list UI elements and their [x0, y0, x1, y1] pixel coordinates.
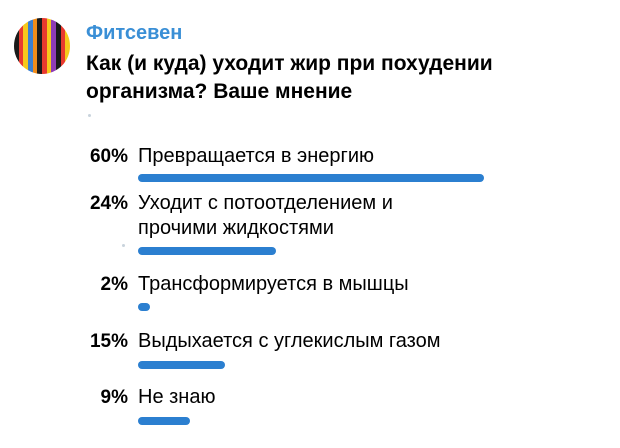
option-label: Превращается в энергию — [138, 145, 374, 167]
option-percent: 2% — [100, 274, 128, 295]
option-percent: 15% — [89, 331, 128, 352]
channel-avatar-icon[interactable] — [14, 18, 70, 74]
option-percent: 60% — [89, 146, 128, 167]
option-label: Выдыхается с углекислым газом — [138, 330, 441, 352]
option-result-bar — [138, 303, 150, 311]
option-result-bar — [138, 247, 276, 255]
poll-question: Как (и куда) уходит жир при похудении ор… — [86, 52, 493, 103]
option-result-bar — [138, 174, 484, 182]
option-label: Уходит с потоотделением и прочими жидкос… — [138, 192, 393, 239]
option-result-bar — [138, 417, 190, 425]
divider-dot — [88, 114, 91, 117]
option-percent: 24% — [89, 193, 128, 214]
channel-name[interactable]: Фитсевен — [86, 22, 183, 44]
divider-dot — [122, 244, 125, 247]
option-label: Трансформируется в мышцы — [138, 273, 409, 295]
option-percent: 9% — [100, 387, 128, 408]
option-label: Не знаю — [138, 386, 216, 408]
option-result-bar — [138, 361, 225, 369]
